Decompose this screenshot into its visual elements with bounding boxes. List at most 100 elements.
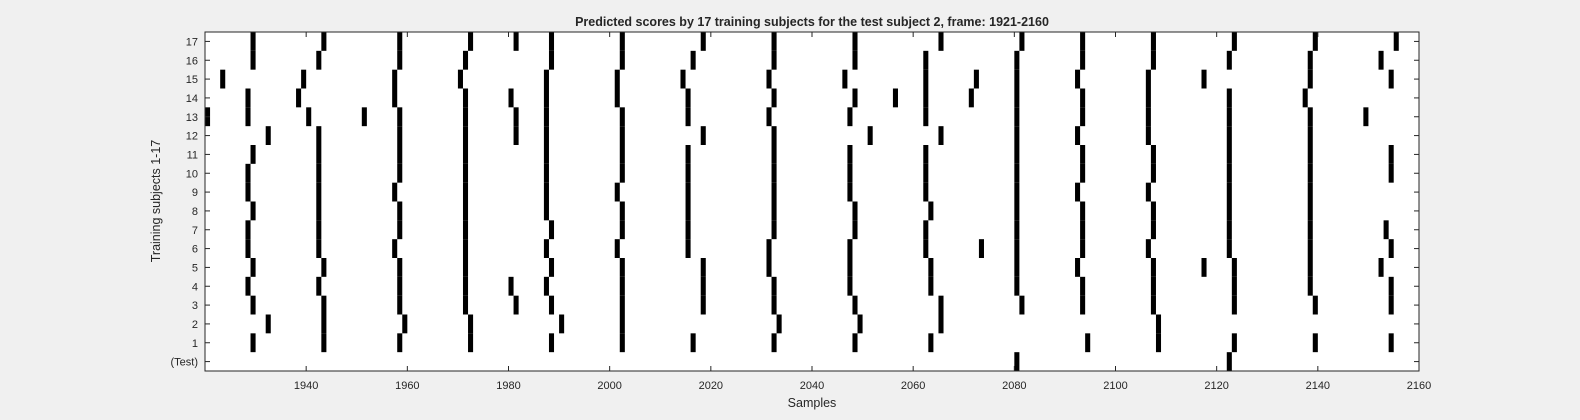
score-mark [543,239,549,258]
score-mark [1226,163,1232,183]
x-tick-label: 1960 [395,380,419,392]
score-mark [1363,107,1369,127]
score-mark [316,182,322,202]
score-mark [397,276,403,296]
score-mark [543,107,549,127]
score-mark [700,276,706,296]
score-mark [771,220,777,240]
score-mark [316,239,322,258]
score-mark [543,201,549,221]
score-mark [1307,182,1313,202]
y-tick-label: 11 [187,149,198,161]
score-mark [1080,145,1086,164]
score-mark [928,258,934,277]
score-mark [923,220,929,240]
score-mark [462,239,469,258]
score-mark [619,107,625,127]
score-mark [397,32,403,51]
x-tick-label: 2000 [597,380,621,392]
score-marks [205,32,1399,371]
score-mark [619,220,625,240]
score-mark [513,126,519,145]
score-mark [771,201,777,221]
score-mark [685,163,691,183]
y-tick-label: 3 [192,300,198,312]
score-mark [462,50,469,70]
score-mark [700,258,706,277]
score-mark [543,163,549,183]
y-tick-label: 12 [186,131,198,143]
x-tick-label: 1940 [294,380,318,392]
score-mark [543,182,549,202]
score-mark [397,201,403,221]
y-tick-label: 4 [192,281,198,293]
score-mark [462,145,469,164]
score-mark [1388,295,1394,315]
score-mark [397,145,403,164]
score-mark [1150,220,1156,240]
score-mark [468,32,474,51]
score-mark [1307,163,1313,183]
chart-title: Predicted scores by 17 training subjects… [575,15,1049,29]
score-mark [923,145,929,164]
score-mark [847,107,853,127]
score-mark [321,333,327,353]
score-mark [766,107,772,127]
score-mark [250,201,256,221]
score-mark [614,239,620,258]
score-mark [852,201,858,221]
score-mark [978,239,984,258]
score-mark [462,295,469,315]
score-mark [397,295,403,315]
x-tick-label: 2160 [1407,380,1431,392]
y-tick-label: (Test) [171,357,199,369]
score-mark [847,163,853,183]
score-mark [1080,32,1086,51]
score-mark [457,69,463,89]
score-mark [1019,32,1025,51]
score-mark [847,258,853,277]
score-mark [548,220,555,240]
score-mark [1014,145,1020,164]
score-mark [1312,333,1318,353]
score-mark [1307,201,1313,221]
score-mark [1145,88,1151,108]
score-mark [543,69,549,89]
score-mark [548,295,555,315]
score-mark [1150,201,1156,221]
score-mark [1307,258,1313,277]
score-mark [771,50,777,70]
score-mark [468,314,474,334]
score-mark [1075,182,1081,202]
score-mark [847,276,853,296]
score-mark [462,107,469,127]
score-mark [1201,258,1207,277]
score-mark [1388,69,1394,89]
score-mark [1080,239,1086,258]
score-mark [220,69,226,89]
x-tick-label: 1980 [496,380,520,392]
score-mark [619,314,625,334]
score-mark [1312,32,1318,51]
score-mark [852,50,858,70]
score-mark [513,32,519,51]
score-mark [923,182,929,202]
score-mark [619,276,625,296]
score-mark [559,314,565,334]
score-mark [513,295,519,315]
score-mark [1307,50,1313,70]
score-mark [1014,220,1020,240]
score-mark [1014,182,1020,202]
y-tick-label: 5 [192,262,198,274]
score-mark [685,145,691,164]
score-mark [928,276,934,296]
score-mark [614,69,620,89]
score-mark [1307,126,1313,145]
score-mark [619,295,625,315]
score-mark [619,126,625,145]
y-tick-label: 16 [186,55,198,67]
x-tick-label: 2080 [1002,380,1026,392]
score-mark [1307,220,1313,240]
score-mark [685,182,691,202]
score-mark [842,69,848,89]
